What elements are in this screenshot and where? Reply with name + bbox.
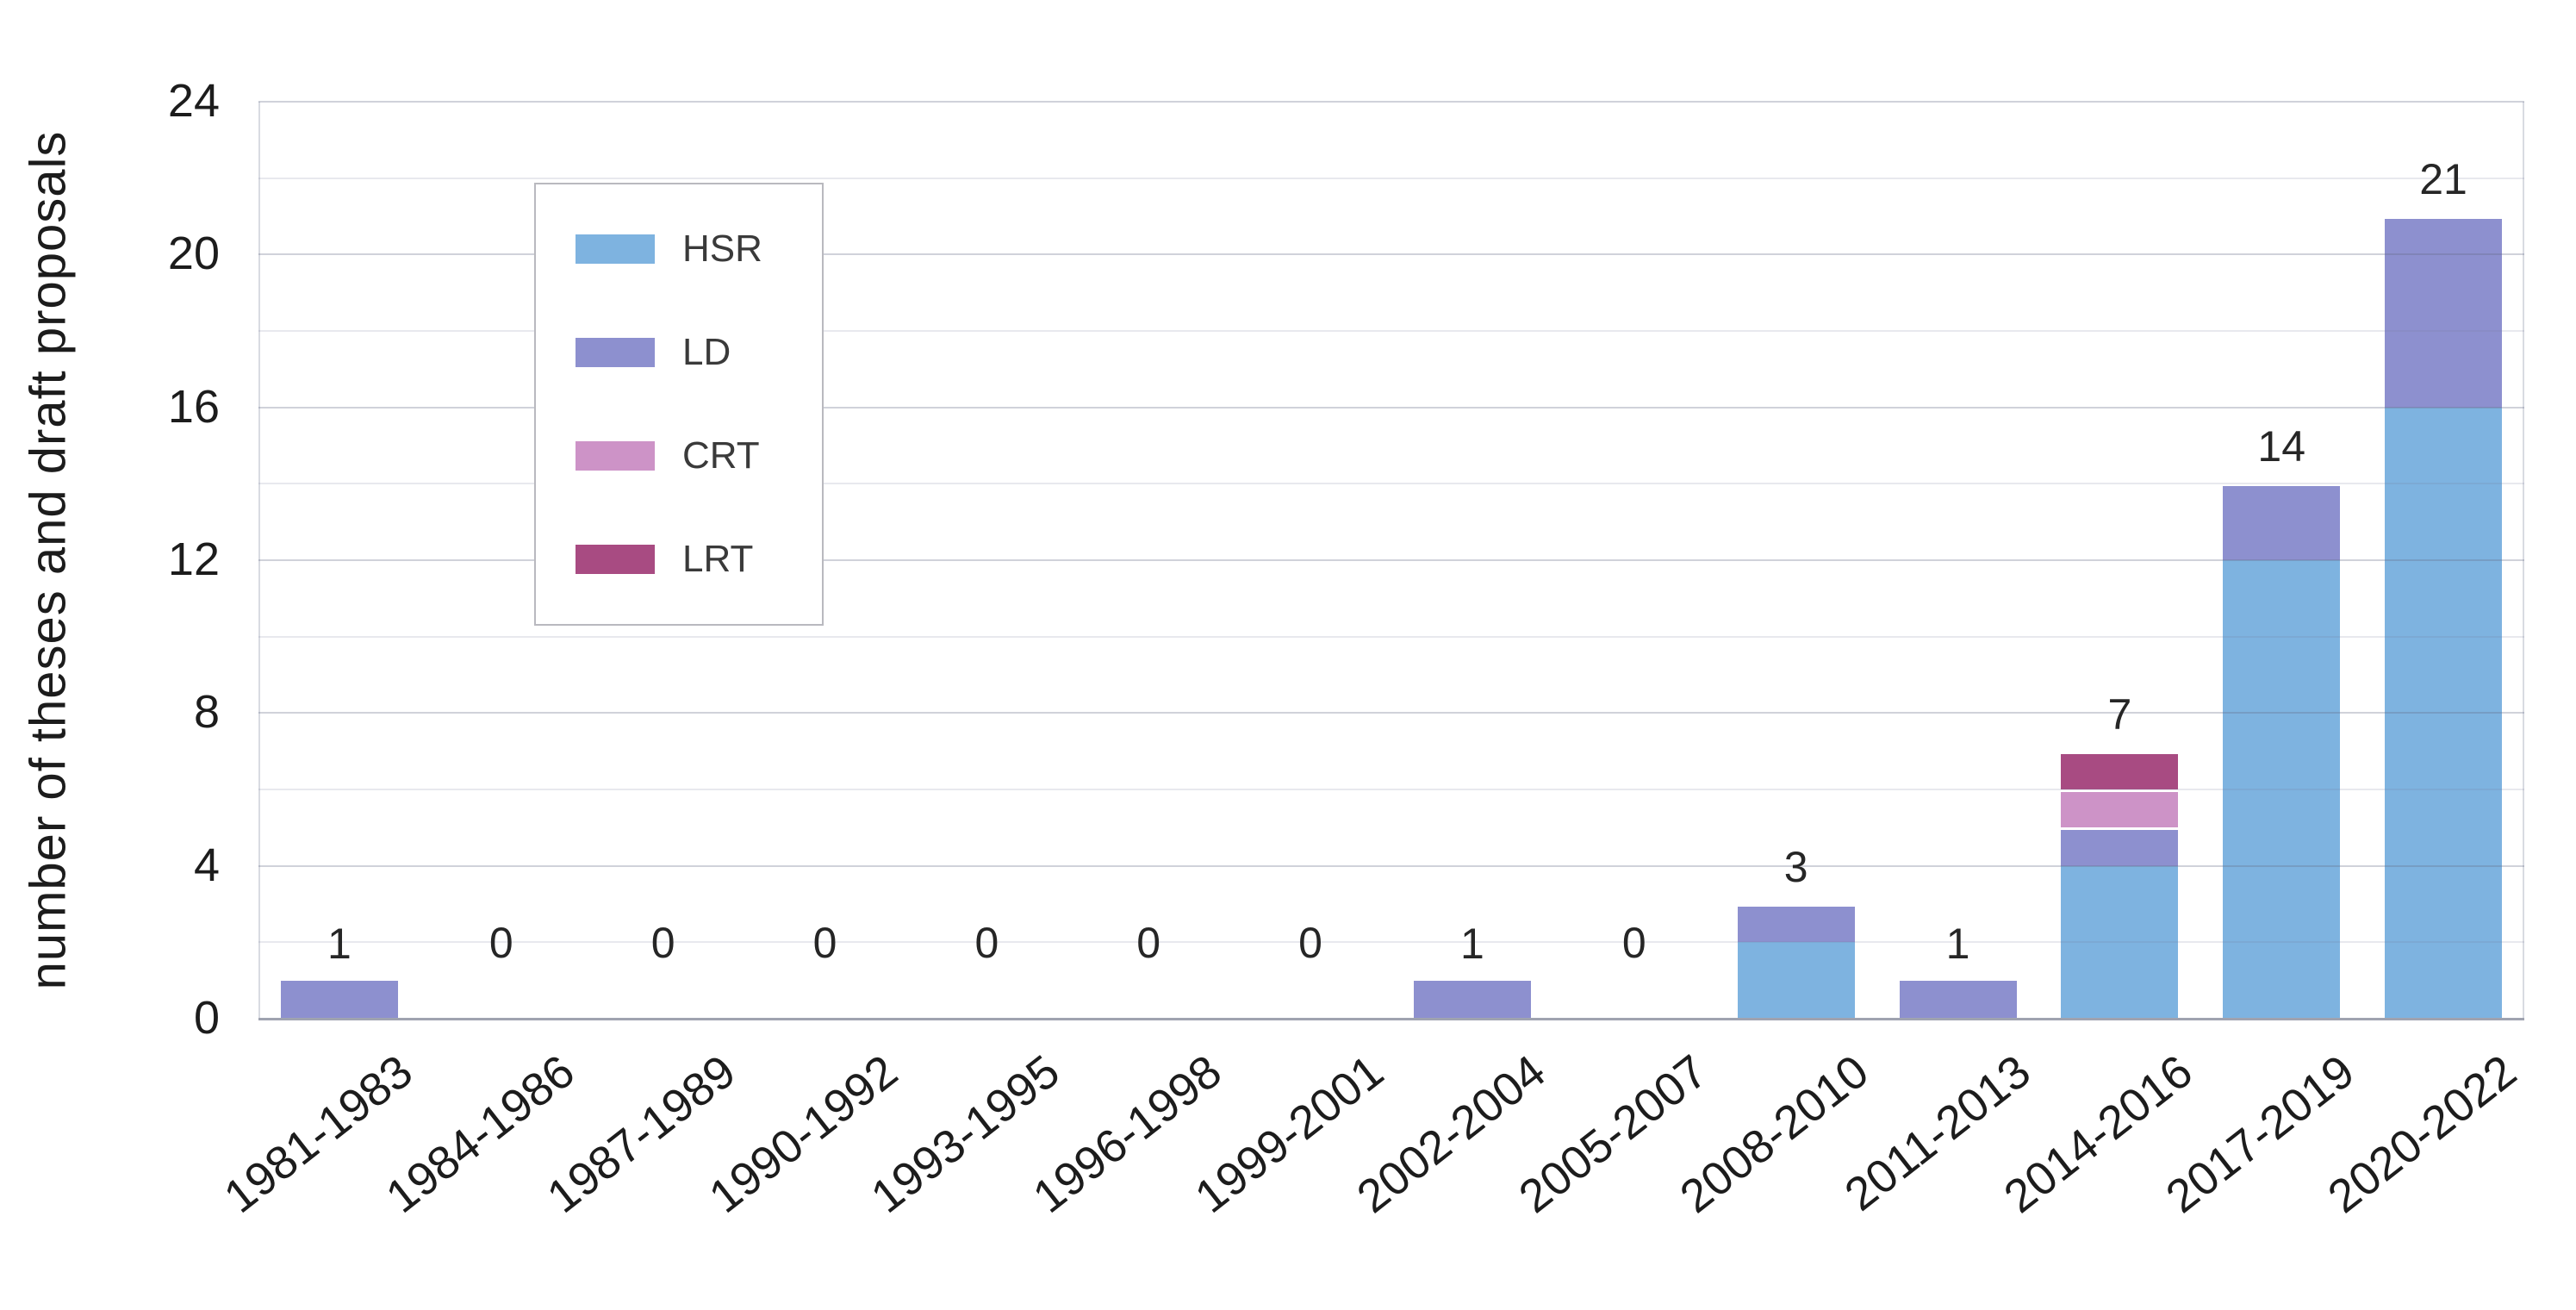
y-tick-label-24: 24 bbox=[167, 74, 220, 127]
bar-segment-ld-2014-2016 bbox=[2061, 827, 2179, 866]
bar-value-label-1981-1983: 1 bbox=[327, 919, 352, 968]
bar-value-label-2011-2013: 1 bbox=[1945, 919, 1970, 968]
gridline-y18 bbox=[258, 330, 2524, 332]
bar-segment-hsr-2014-2016 bbox=[2061, 865, 2179, 1019]
bar-segment-ld-2002-2004 bbox=[1413, 980, 1531, 1019]
y-tick-label-16: 16 bbox=[167, 380, 220, 433]
bar-segment-lrt-2014-2016 bbox=[2061, 751, 2179, 789]
legend-label-hsr: HSR bbox=[682, 228, 762, 270]
bar-segment-ld-2020-2022 bbox=[2385, 216, 2503, 408]
gridline-y22 bbox=[258, 177, 2524, 179]
legend-item-lrt: LRT bbox=[576, 538, 782, 581]
legend: HSR LD CRT LRT bbox=[534, 183, 824, 626]
gridline-y20 bbox=[258, 253, 2524, 256]
bar-value-label-2020-2022: 21 bbox=[2419, 155, 2467, 203]
legend-item-hsr: HSR bbox=[576, 228, 782, 271]
bar-segment-ld-2011-2013 bbox=[1899, 980, 2017, 1019]
gridline-y10 bbox=[258, 635, 2524, 638]
legend-label-lrt: LRT bbox=[682, 538, 754, 580]
bar-value-label-2017-2019: 14 bbox=[2257, 422, 2306, 471]
legend-label-crt: CRT bbox=[682, 434, 760, 477]
legend-swatch-hsr-icon bbox=[576, 234, 655, 264]
bar-value-label-1984-1986: 0 bbox=[488, 919, 513, 967]
bar-value-label-2014-2016: 7 bbox=[2107, 689, 2132, 739]
y-tick-label-12: 12 bbox=[167, 533, 220, 585]
bar-value-label-1999-2001: 0 bbox=[1298, 919, 1322, 967]
gridline-y8 bbox=[258, 712, 2524, 714]
legend-swatch-lrt-icon bbox=[576, 545, 655, 574]
gridline-y6 bbox=[258, 789, 2524, 790]
bar-segment-crt-2014-2016 bbox=[2061, 789, 2179, 828]
bar-value-label-2008-2010: 3 bbox=[1783, 843, 1808, 891]
bar-value-label-1996-1998: 0 bbox=[1136, 919, 1161, 967]
bar-value-label-2005-2007: 0 bbox=[1621, 919, 1646, 967]
legend-swatch-crt-icon bbox=[576, 441, 655, 471]
y-tick-label-20: 20 bbox=[167, 228, 220, 280]
bar-value-label-2002-2004: 1 bbox=[1460, 919, 1484, 968]
gridline-y16 bbox=[258, 406, 2524, 409]
plot-left-border bbox=[258, 102, 260, 1019]
legend-item-crt: CRT bbox=[576, 434, 782, 477]
bar-value-label-1987-1989: 0 bbox=[650, 919, 675, 967]
y-tick-label-4: 4 bbox=[193, 839, 220, 891]
bar-segment-ld-2017-2019 bbox=[2223, 483, 2341, 560]
legend-swatch-ld-icon bbox=[576, 338, 655, 367]
bar-segment-ld-2008-2010 bbox=[1737, 904, 1855, 943]
gridline-y12 bbox=[258, 559, 2524, 561]
plot-right-border bbox=[2523, 102, 2524, 1019]
bar-value-label-1993-1995: 0 bbox=[974, 919, 999, 967]
y-tick-label-8: 8 bbox=[193, 686, 220, 739]
legend-item-ld: LD bbox=[576, 331, 782, 374]
legend-label-ld: LD bbox=[682, 331, 731, 373]
bar-segment-hsr-2020-2022 bbox=[2385, 407, 2503, 1019]
bar-segment-ld-1981-1983 bbox=[280, 980, 398, 1019]
x-axis-line bbox=[258, 1018, 2524, 1020]
bar-segment-hsr-2008-2010 bbox=[1737, 942, 1855, 1019]
gridline-y4 bbox=[258, 864, 2524, 867]
y-tick-label-0: 0 bbox=[193, 991, 220, 1044]
gridline-y24 bbox=[258, 101, 2524, 103]
bar-segment-hsr-2017-2019 bbox=[2223, 560, 2341, 1019]
gridline-y14 bbox=[258, 483, 2524, 485]
gridline-y2 bbox=[258, 941, 2524, 944]
bar-value-label-1990-1992: 0 bbox=[812, 919, 837, 967]
